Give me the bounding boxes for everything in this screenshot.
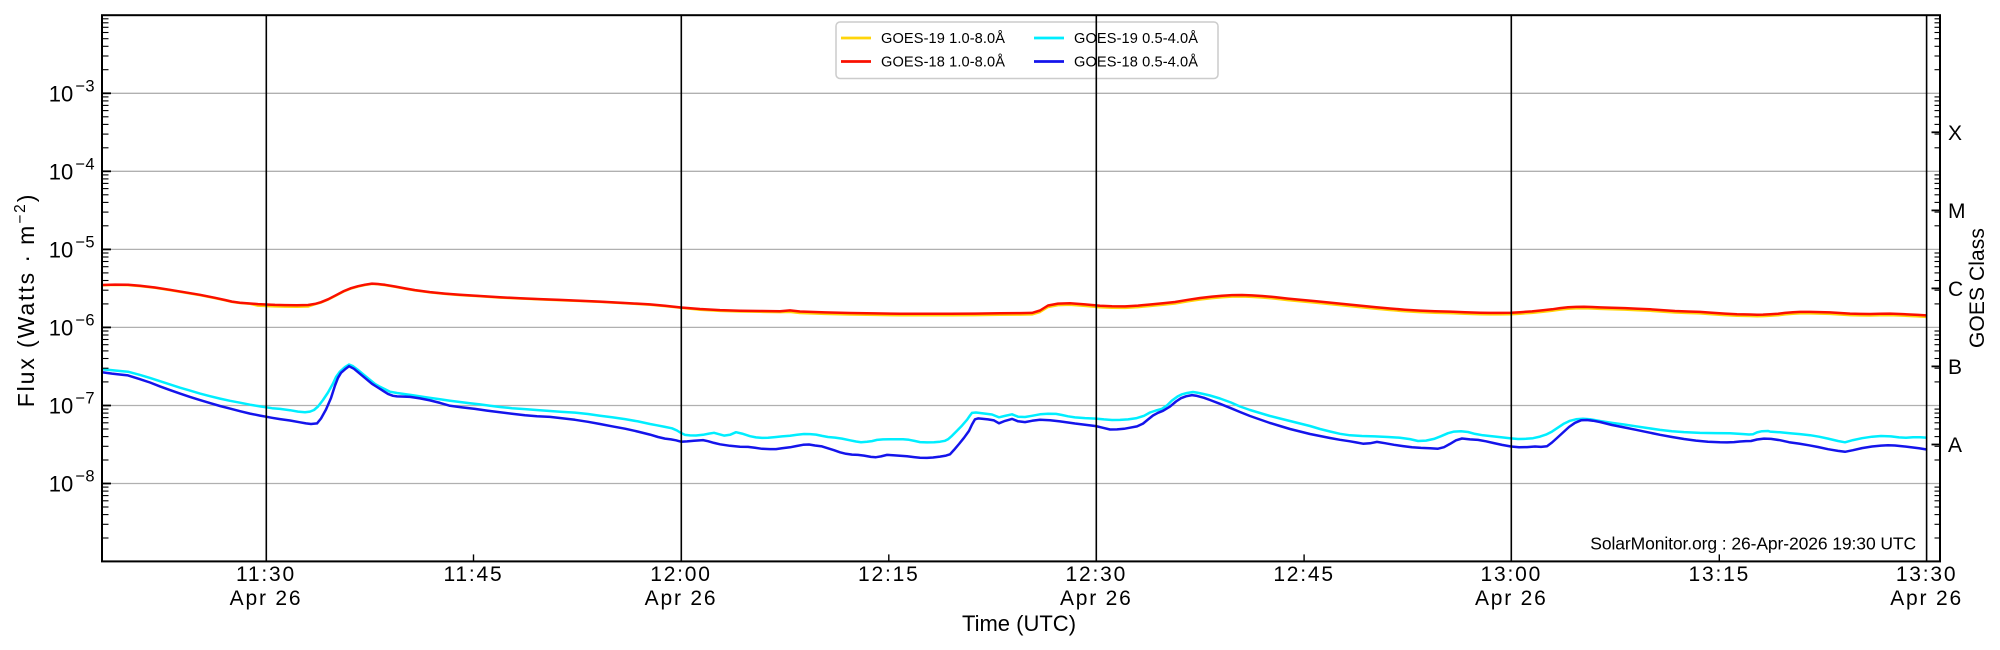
svg-text:X: X [1948,122,1962,145]
svg-text:Apr 26: Apr 26 [1060,587,1133,610]
svg-text:M: M [1948,200,1966,223]
svg-text:Apr 26: Apr 26 [230,587,303,610]
svg-text:C: C [1948,278,1963,301]
svg-text:13:00: 13:00 [1481,563,1543,586]
svg-text:13:15: 13:15 [1689,563,1751,586]
svg-text:A: A [1948,434,1962,457]
svg-text:GOES-18 1.0-8.0Å: GOES-18 1.0-8.0Å [881,54,1005,71]
svg-text:SolarMonitor.org : 26-Apr-2026: SolarMonitor.org : 26-Apr-2026 19:30 UTC [1590,534,1916,554]
svg-text:GOES Class: GOES Class [1966,228,1989,348]
svg-text:GOES-19 0.5-4.0Å: GOES-19 0.5-4.0Å [1074,30,1198,47]
svg-text:12:15: 12:15 [858,563,920,586]
svg-text:13:30: 13:30 [1896,563,1958,586]
svg-text:Time (UTC): Time (UTC) [962,611,1076,636]
svg-text:12:30: 12:30 [1066,563,1128,586]
svg-text:Apr 26: Apr 26 [1475,587,1548,610]
svg-text:B: B [1948,356,1962,379]
svg-text:GOES-18 0.5-4.0Å: GOES-18 0.5-4.0Å [1074,54,1198,71]
svg-text:11:30: 11:30 [236,563,296,586]
svg-text:11:45: 11:45 [444,563,504,586]
svg-text:12:45: 12:45 [1273,563,1335,586]
svg-text:Apr 26: Apr 26 [1890,587,1963,610]
svg-text:10−6: 10 −6 [49,311,95,340]
svg-text:Apr 26: Apr 26 [645,587,718,610]
svg-text:GOES-19 1.0-8.0Å: GOES-19 1.0-8.0Å [881,30,1005,47]
svg-text:Flux (Watts · m−2): Flux (Watts · m−2) [12,193,39,408]
svg-text:12:00: 12:00 [650,563,712,586]
